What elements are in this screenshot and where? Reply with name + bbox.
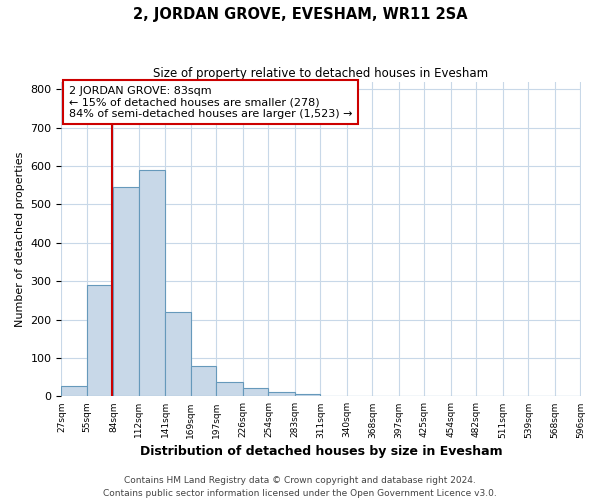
- Bar: [268, 392, 295, 396]
- Bar: [217, 382, 243, 396]
- Text: 2, JORDAN GROVE, EVESHAM, WR11 2SA: 2, JORDAN GROVE, EVESHAM, WR11 2SA: [133, 8, 467, 22]
- Y-axis label: Number of detached properties: Number of detached properties: [15, 152, 25, 326]
- Bar: [113, 187, 139, 396]
- Bar: [87, 285, 113, 397]
- Text: Contains HM Land Registry data © Crown copyright and database right 2024.
Contai: Contains HM Land Registry data © Crown c…: [103, 476, 497, 498]
- X-axis label: Distribution of detached houses by size in Evesham: Distribution of detached houses by size …: [140, 444, 502, 458]
- Bar: [166, 312, 191, 396]
- Bar: [61, 386, 87, 396]
- Bar: [243, 388, 268, 396]
- Bar: [295, 394, 320, 396]
- Bar: [191, 366, 217, 396]
- Text: 2 JORDAN GROVE: 83sqm
← 15% of detached houses are smaller (278)
84% of semi-det: 2 JORDAN GROVE: 83sqm ← 15% of detached …: [69, 86, 352, 118]
- Bar: [139, 170, 166, 396]
- Title: Size of property relative to detached houses in Evesham: Size of property relative to detached ho…: [154, 68, 488, 80]
